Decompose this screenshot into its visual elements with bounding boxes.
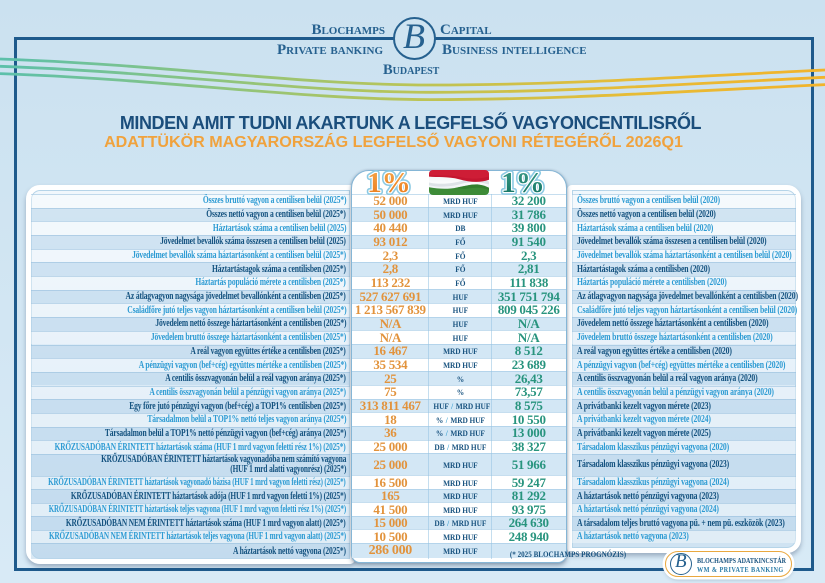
svg-text:1%: 1% (367, 167, 411, 199)
svg-text:1%: 1% (501, 167, 545, 199)
svg-text:1%: 1% (501, 167, 545, 199)
svg-text:1%: 1% (367, 167, 411, 199)
